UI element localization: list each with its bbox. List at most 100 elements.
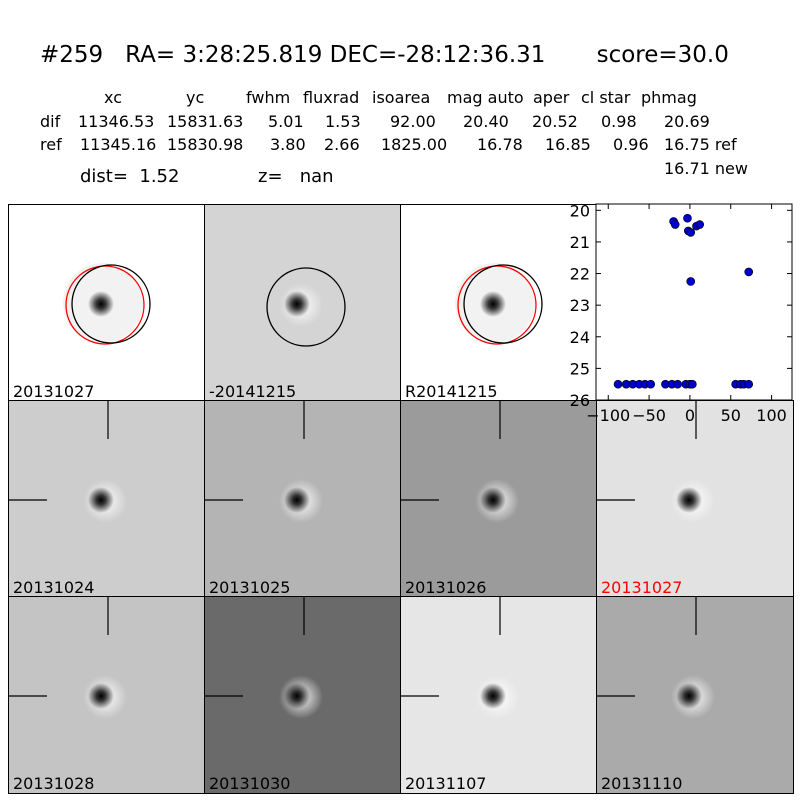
- cutout-image: [597, 401, 715, 523]
- ref-xc: 11345.16: [80, 135, 157, 154]
- z-label: z= nan: [258, 166, 334, 187]
- x-tick-label: −100: [586, 406, 630, 425]
- row-label-ref: ref: [40, 135, 62, 154]
- dif-mag-auto: 20.40: [463, 112, 509, 131]
- col-header-mag-auto: mag auto: [447, 88, 524, 107]
- dif-isoarea: 92.00: [390, 112, 436, 131]
- ref-aper: 16.85: [545, 135, 591, 154]
- panel-label: 20131110: [601, 774, 683, 794]
- panel-label: 20131030: [209, 774, 291, 794]
- star-blob: [480, 683, 506, 709]
- ref-fluxrad: 2.66: [324, 135, 360, 154]
- data-point: [744, 267, 754, 277]
- cutout-image: [63, 263, 151, 345]
- col-header-phmag: phmag: [641, 88, 697, 107]
- dif-phmag: 20.69: [664, 112, 710, 131]
- cutout-image: [266, 267, 346, 347]
- cutout-panel-20131027-top: 20131027: [8, 204, 206, 402]
- panel-label: 20131107: [405, 774, 487, 794]
- figure-title: #259 RA= 3:28:25.819 DEC=-28:12:36.31 sc…: [40, 42, 729, 68]
- ref-mag-auto: 16.78: [477, 135, 523, 154]
- y-tick-label: 23: [570, 296, 590, 315]
- y-tick-label: 20: [570, 201, 590, 220]
- phmag-new: 16.71 new: [664, 159, 748, 178]
- cutout-image: [401, 597, 519, 719]
- star-blob: [480, 487, 506, 513]
- panel-label: 20131024: [13, 578, 95, 598]
- y-tick-label: 26: [570, 391, 590, 410]
- plot-area: [595, 203, 793, 401]
- panel-label: 20131026: [405, 578, 487, 598]
- cutout-panel-20131024: 20131024: [8, 400, 206, 598]
- aperture-circle: [463, 264, 543, 344]
- cutout-image: [205, 597, 323, 719]
- star-blob: [284, 291, 310, 317]
- cutout-panel-20131025: 20131025: [204, 400, 402, 598]
- ref-phmag: 16.75 ref: [664, 135, 737, 154]
- star-blob: [88, 683, 114, 709]
- ref-isoarea: 1825.00: [381, 135, 448, 154]
- panel-label: 20131025: [209, 578, 291, 598]
- star-blob: [480, 291, 506, 317]
- star-blob: [676, 683, 702, 709]
- data-point: [744, 379, 754, 389]
- dif-fluxrad: 1.53: [325, 112, 361, 131]
- star-blob: [676, 487, 702, 513]
- col-header-xc: xc: [104, 88, 122, 107]
- y-tick-label: 21: [570, 233, 590, 252]
- col-header-cl-star: cl star: [581, 88, 631, 107]
- col-header-yc: yc: [186, 88, 205, 107]
- data-point: [673, 379, 682, 389]
- x-tick-label: 0: [685, 406, 695, 425]
- data-point: [686, 277, 696, 286]
- dif-yc: 15831.63: [167, 112, 244, 131]
- ref-cl-star: 0.96: [613, 135, 649, 154]
- x-tick-label: 50: [721, 406, 741, 425]
- x-tick-label: 100: [756, 406, 787, 425]
- data-point: [683, 213, 692, 223]
- row-label-dif: dif: [40, 112, 61, 131]
- panel-label: 20131027: [601, 578, 683, 598]
- cutout-image: [597, 597, 715, 719]
- ref-yc: 15830.98: [167, 135, 244, 154]
- cutout-panel-20131110: 20131110: [596, 596, 794, 794]
- x-tick-label: −50: [632, 406, 666, 425]
- star-blob: [88, 487, 114, 513]
- col-header-fluxrad: fluxrad: [303, 88, 360, 107]
- col-header-isoarea: isoarea: [372, 88, 431, 107]
- y-tick-label: 24: [570, 328, 590, 347]
- col-header-aper: aper: [533, 88, 570, 107]
- ref-fwhm: 3.80: [270, 135, 306, 154]
- data-point: [686, 228, 696, 237]
- cutout-image: [9, 597, 127, 719]
- data-point: [646, 379, 656, 389]
- dif-fwhm: 5.01: [268, 112, 304, 131]
- data-point: [613, 379, 623, 389]
- data-point: [695, 220, 705, 229]
- cutout-image: [455, 263, 543, 345]
- cutout-panel-20131028: 20131028: [8, 596, 206, 794]
- dif-xc: 11346.53: [78, 112, 155, 131]
- cutout-image: [401, 401, 519, 523]
- dif-aper: 20.52: [532, 112, 578, 131]
- y-tick-label: 25: [570, 359, 590, 378]
- star-blob: [284, 487, 310, 513]
- dist-label: dist= 1.52: [80, 166, 180, 187]
- panel-label: 20131027: [13, 382, 95, 402]
- aperture-circle: [71, 264, 151, 344]
- panel-label: 20131028: [13, 774, 95, 794]
- cutout-image: [205, 401, 323, 523]
- cutout-panel-20131030: 20131030: [204, 596, 402, 794]
- dif-cl-star: 0.98: [601, 112, 637, 131]
- cutout-panel-ref: R20141215: [400, 204, 598, 402]
- star-blob: [88, 291, 114, 317]
- data-point: [670, 220, 680, 229]
- data-point: [688, 379, 697, 389]
- y-tick-label: 22: [570, 265, 590, 284]
- panel-label: R20141215: [405, 382, 498, 402]
- star-blob: [284, 683, 310, 709]
- aperture-circle: [266, 267, 346, 347]
- panel-label: -20141215: [209, 382, 297, 402]
- col-header-fwhm: fwhm: [246, 88, 291, 107]
